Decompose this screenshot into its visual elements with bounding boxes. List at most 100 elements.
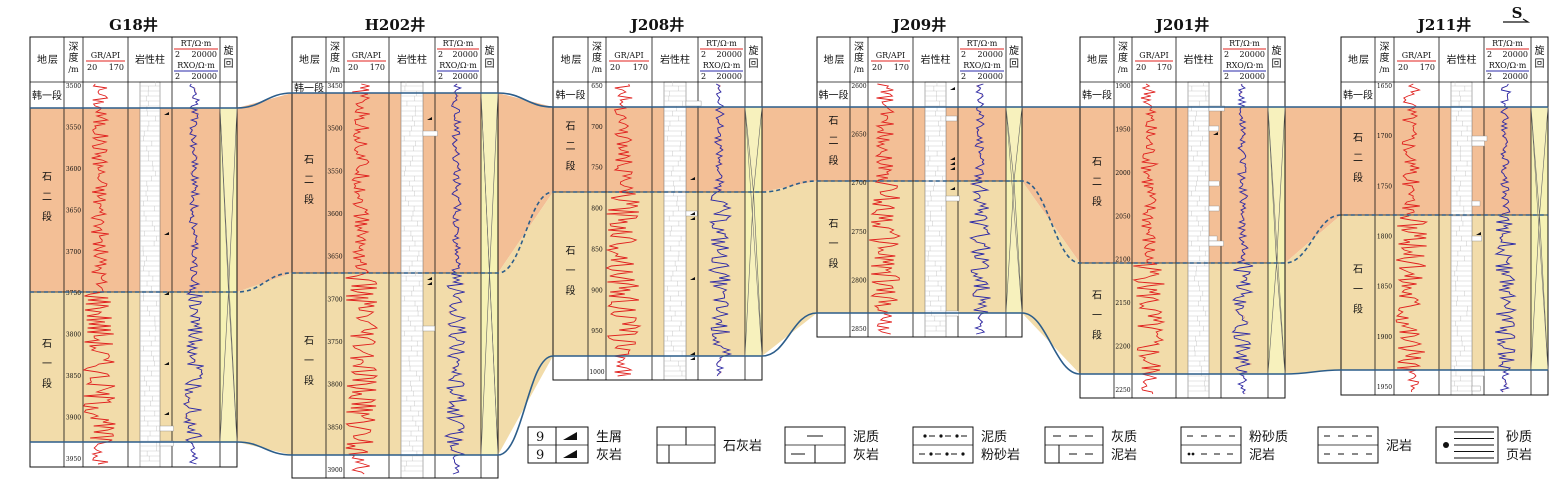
strata-shi1: 段: [1353, 303, 1363, 316]
gr-min: 20: [1398, 63, 1408, 72]
depth-label: 3900: [327, 467, 342, 474]
strata-shi1: 一: [566, 266, 576, 277]
cycle-header: 回: [224, 58, 234, 70]
legend-glyph: [929, 452, 933, 456]
depth-label: 1950: [1115, 126, 1130, 133]
depth-header: 度: [69, 51, 79, 64]
depth-label: 2100: [1115, 257, 1130, 264]
depth-label: 2250: [1115, 387, 1130, 394]
lith-column: [1450, 81, 1473, 396]
rt-min: 2: [701, 50, 706, 59]
well-frame: [816, 36, 1023, 338]
strata-shi2: 石: [566, 122, 576, 133]
lith-bulge: [1208, 105, 1225, 112]
depth-label: 3500: [327, 126, 342, 133]
strata-shi1: 一: [829, 239, 839, 250]
well-name: J201井: [1154, 16, 1209, 34]
depth-label: 3600: [327, 211, 342, 218]
depth-header: /m: [854, 65, 865, 74]
well-frame: [1340, 36, 1549, 396]
rt-header: RT/Ω·m: [967, 39, 998, 48]
gr-max: 170: [1420, 63, 1435, 72]
rt-min: 2: [961, 50, 966, 59]
well-name: J208井: [629, 16, 684, 34]
rt-header: RT/Ω·m: [181, 39, 212, 48]
depth-label: 2850: [851, 326, 866, 333]
bioclast-mark: [950, 187, 955, 190]
strata-han1: 韩一段: [1082, 89, 1112, 102]
gr-header: GR/API: [91, 51, 120, 60]
cycle-header: 旋: [749, 44, 759, 57]
depth-header: 深: [592, 41, 602, 53]
rt-min: 2: [175, 50, 180, 59]
strata-han1: 韩一段: [294, 82, 324, 95]
gr-min: 20: [348, 63, 358, 72]
rt-header: RT/Ω·m: [706, 39, 737, 48]
lith-bulge: [685, 100, 702, 107]
strata-header: 地: [37, 53, 47, 66]
bioclast-mark: [164, 292, 169, 295]
depth-label: 1850: [1377, 284, 1392, 291]
depth-label: 3650: [327, 254, 342, 261]
cycle-header: 回: [1009, 58, 1019, 70]
depth-header: 度: [592, 51, 602, 64]
depth-header: /m: [330, 65, 341, 74]
bioclast-mark: [950, 162, 955, 165]
rxo-max: 20000: [192, 72, 217, 81]
depth-label: 2650: [851, 132, 866, 139]
depth-label: 3450: [327, 83, 342, 90]
top-boundary-line: [30, 92, 1548, 109]
rt-header: RT/Ω·m: [1492, 39, 1523, 48]
depth-label: 1800: [1377, 234, 1392, 241]
direction-arrow: [1503, 18, 1531, 23]
lith-header: 岩性柱: [397, 53, 427, 66]
depth-label: 1000: [589, 369, 604, 376]
rxo-header: RXO/Ω·m: [963, 61, 1001, 70]
depth-label: 2600: [851, 83, 866, 90]
depth-label: 850: [591, 246, 603, 253]
lith-header: 岩性柱: [135, 53, 165, 66]
rt-min: 2: [1224, 50, 1229, 59]
strata-shi2: 二: [566, 142, 576, 153]
strata-shi2: 二: [829, 136, 839, 147]
lith-bulge: [1471, 140, 1485, 147]
gr-header: GR/API: [1139, 51, 1168, 60]
boundary-lines: [30, 92, 1548, 456]
depth-label: 2000: [1115, 170, 1130, 177]
gr-curve: [605, 83, 642, 377]
strata-header: 地: [1348, 53, 1358, 66]
strata-han1: 韩一段: [819, 89, 849, 102]
strata-shi1: 段: [829, 257, 839, 270]
strata-shi1: 一: [304, 356, 314, 367]
well-name: J211井: [1416, 16, 1471, 34]
strata-shi1: 石: [304, 336, 314, 347]
well-frame: [29, 36, 238, 468]
depth-label: 800: [591, 206, 603, 213]
rxo-min: 2: [438, 72, 443, 81]
lith-bulge: [1471, 135, 1488, 142]
depth-label: 3850: [66, 373, 81, 380]
lith-bulge: [1471, 200, 1481, 207]
strata-shi2: 石: [42, 172, 52, 183]
depth-label: 3800: [66, 332, 81, 339]
depth-label: 3950: [66, 456, 81, 463]
bioclast-mark: [164, 362, 169, 365]
depth-header: 度: [1380, 51, 1390, 64]
cycle-header: 旋: [224, 44, 234, 57]
strata-shi2: 二: [1353, 153, 1363, 164]
lith-bulge: [685, 210, 698, 217]
depth-label: 3700: [327, 296, 342, 303]
depth-label: 3750: [66, 290, 81, 297]
legend-glyph: [961, 452, 965, 456]
strata-shi1: 石: [42, 339, 52, 350]
bioclast-mark: [690, 357, 695, 360]
rt-max: 20000: [1503, 50, 1528, 59]
